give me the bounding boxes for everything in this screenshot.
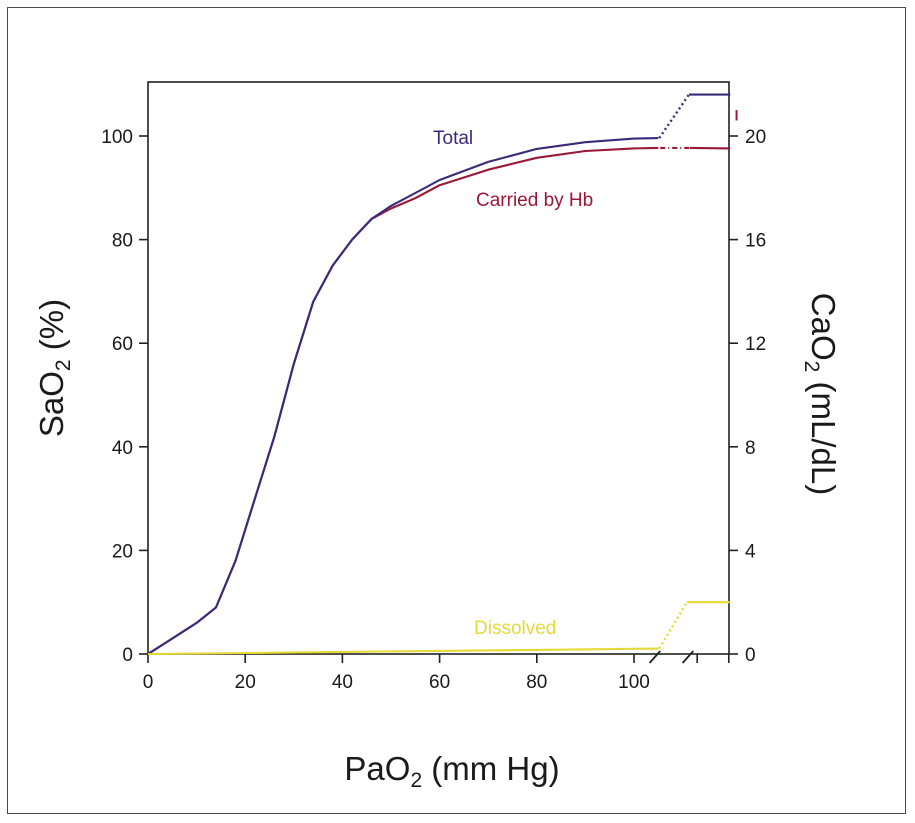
x-tick-label: 80 [526, 672, 547, 693]
left-tick-label: 60 [112, 334, 133, 355]
right-tick-label: 12 [745, 334, 766, 355]
left-y-axis: 0 20 40 60 80 100 [101, 127, 148, 666]
x-axis: 0 20 40 60 80 100 [143, 650, 730, 693]
x-tick-label: 60 [429, 672, 450, 693]
y-left-axis-title: SaO2 (%) [33, 299, 75, 437]
series-label-hb: Carried by Hb [476, 190, 593, 211]
right-tick-label: 16 [745, 231, 766, 252]
axis-break-mark [681, 650, 694, 664]
x-tick-label: 20 [235, 672, 256, 693]
left-tick-label: 0 [122, 645, 133, 666]
hb-extension-line [689, 146, 731, 150]
right-tick-label: 8 [745, 438, 756, 459]
right-tick-label: 20 [745, 127, 766, 148]
chart-frame [7, 7, 906, 814]
left-tick-label: 100 [101, 127, 133, 148]
axis-break-mark [648, 650, 661, 664]
extension-layer [658, 93, 738, 650]
plot-area-border [147, 81, 730, 655]
right-tick-label: 4 [745, 541, 756, 562]
right-tick-label: 0 [745, 645, 756, 666]
left-tick-label: 20 [112, 541, 133, 562]
total-extension-dotted [658, 93, 690, 139]
series-line-0 [147, 137, 659, 655]
series-label-dissolved: Dissolved [474, 618, 556, 639]
x-tick-label: 100 [618, 672, 650, 693]
dissolved-extension-dotted [658, 601, 689, 650]
series-layer [147, 137, 659, 656]
x-tick-label: 0 [143, 672, 154, 693]
x-axis-title: PaO2 (mm Hg) [344, 750, 559, 792]
left-tick-label: 40 [112, 438, 133, 459]
y-right-axis-title: CaO2 (mL/dL) [800, 293, 842, 495]
series-label-total: Total [433, 128, 473, 149]
x-tick-label: 40 [332, 672, 353, 693]
series-line-1 [147, 146, 659, 655]
right-y-axis: 0 4 8 12 16 20 [729, 127, 766, 666]
series-line-2 [147, 647, 659, 656]
left-tick-label: 80 [112, 231, 133, 252]
